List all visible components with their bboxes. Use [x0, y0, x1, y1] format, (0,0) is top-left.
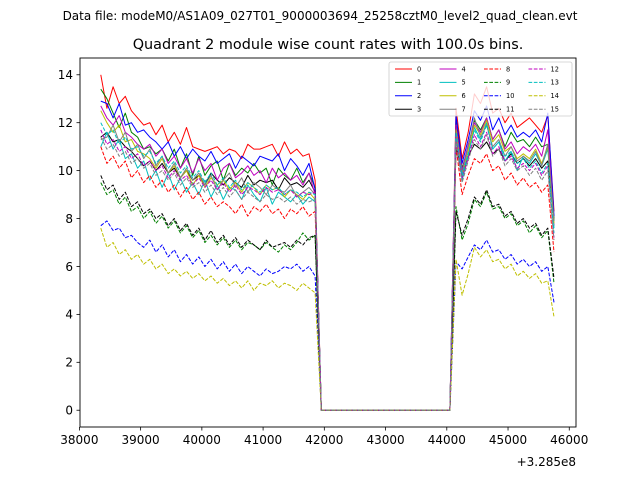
legend-label: 3	[417, 106, 421, 114]
series-line-9	[100, 182, 555, 411]
x-axis: 38000 39000 40000 41000 42000 43000 44000 45000…	[60, 427, 588, 447]
legend-label: 2	[417, 92, 421, 100]
chart-title: Quadrant 2 module wise count rates with …	[133, 37, 524, 53]
x-axis-offset-label: +3.285e8	[517, 455, 576, 469]
series-layer	[100, 74, 555, 411]
legend-label: 8	[506, 65, 510, 73]
plot-frame	[79, 57, 577, 428]
x-tick-label: 38000	[60, 433, 98, 447]
legend-label: 10	[506, 92, 514, 100]
x-tick-label: 46000	[550, 433, 588, 447]
x-tick-label: 43000	[366, 433, 404, 447]
x-tick-label: 45000	[489, 433, 527, 447]
legend-label: 9	[506, 79, 510, 87]
x-tick-label: 39000	[122, 433, 160, 447]
x-tick-label: 41000	[244, 433, 282, 447]
legend-label: 13	[551, 79, 559, 87]
series-line-15	[100, 134, 555, 411]
y-tick-label: 14	[58, 68, 73, 82]
y-tick-label: 10	[58, 164, 73, 178]
y-tick-label: 6	[65, 260, 73, 274]
legend-label: 15	[551, 106, 559, 114]
legend-label: 5	[462, 79, 466, 87]
legend-label: 14	[551, 92, 559, 100]
series-line-12	[100, 129, 555, 411]
legend-label: 6	[462, 92, 466, 100]
y-tick-label: 8	[65, 212, 73, 226]
figure-suptitle: Data file: modeM0/AS1A09_027T01_90000036…	[63, 9, 578, 23]
y-tick-label: 12	[58, 116, 73, 130]
legend-label: 12	[551, 65, 559, 73]
legend-label: 11	[506, 106, 514, 114]
y-tick-label: 2	[65, 356, 73, 370]
y-tick-label: 4	[65, 308, 73, 322]
legend-label: 4	[462, 65, 466, 73]
legend-box	[388, 61, 573, 117]
legend-label: 0	[417, 65, 421, 73]
legend-label: 7	[462, 106, 466, 114]
x-tick-label: 40000	[183, 433, 221, 447]
legend-label: 1	[417, 79, 421, 87]
y-tick-label: 0	[65, 404, 73, 418]
y-axis: 0 2 4 6 8 10 12 14	[58, 68, 80, 418]
x-tick-label: 42000	[305, 433, 343, 447]
x-tick-label: 44000	[428, 433, 466, 447]
